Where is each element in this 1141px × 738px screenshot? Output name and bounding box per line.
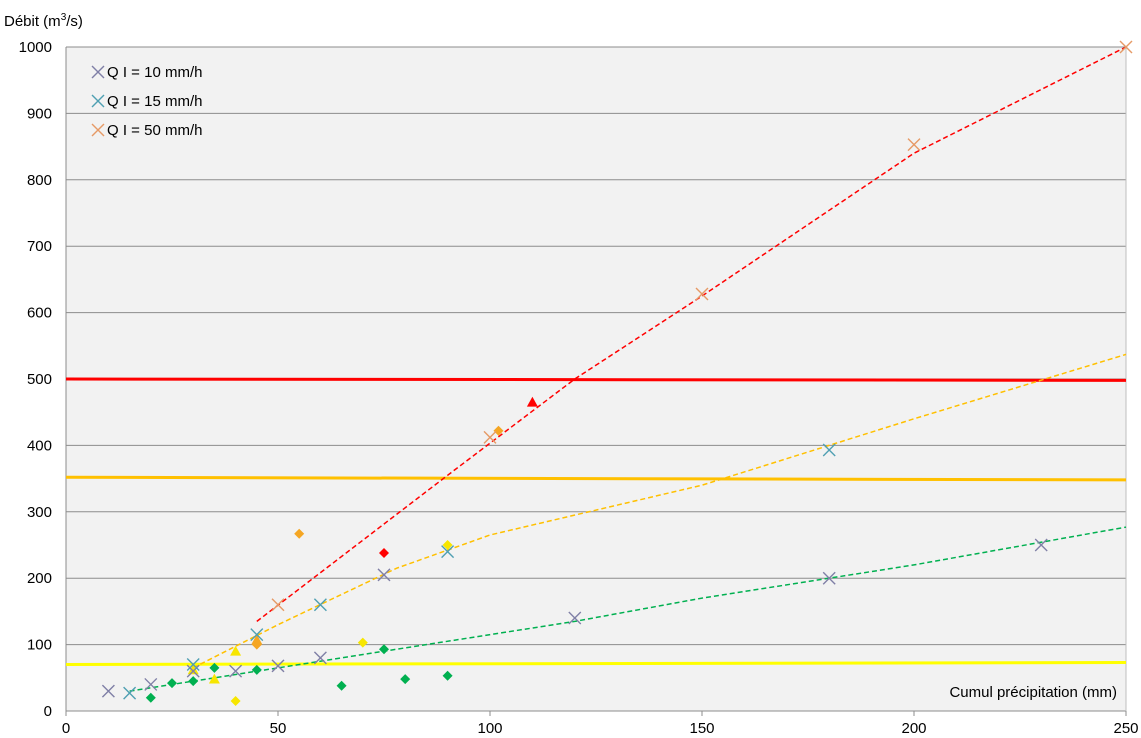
threshold-line-yellow: [65, 661, 1127, 667]
threshold-line-red: [65, 377, 1127, 382]
x-tick-labels: 0 50 100 150 200 250: [62, 720, 1139, 737]
legend: Q I = 10 mm/h Q I = 15 mm/h Q I = 50 mm/h: [91, 64, 202, 139]
diamond-marker-green: [209, 662, 220, 673]
x-tick-label-100: 100: [477, 720, 502, 737]
point-q10: [1034, 538, 1048, 552]
legend-marker-q10: [91, 65, 105, 79]
point-q15: [313, 598, 327, 612]
diamond-marker-yellow_marker: [230, 696, 241, 707]
legend-marker-q50: [91, 123, 105, 137]
triangle-marker-yellow_marker: [208, 673, 220, 684]
y-tick-label-200: 200: [27, 570, 52, 587]
y-tick-label-900: 900: [27, 105, 52, 122]
y-tick-label-1000: 1000: [19, 39, 52, 56]
y-tick-label-100: 100: [27, 637, 52, 654]
legend-label-q10: Q I = 10 mm/h: [107, 64, 202, 81]
x-axis-label: Cumul précipitation (mm): [949, 684, 1117, 701]
point-q15: [441, 545, 455, 559]
triangle-marker-orange_marker: [251, 634, 263, 645]
x-tick-label-0: 0: [62, 720, 70, 737]
y-tick-label-500: 500: [27, 371, 52, 388]
diamond-marker-green: [379, 644, 389, 655]
point-q15: [250, 628, 264, 642]
point-q10: [144, 677, 158, 691]
threshold-line-orange: [65, 475, 1127, 482]
grid-lines: [65, 46, 1127, 716]
y-tick-labels: 0 100 200 300 400 500 600 700 800 900 1000: [19, 39, 52, 720]
point-q50: [1119, 40, 1133, 54]
point-q50: [271, 598, 285, 612]
point-q15: [186, 658, 200, 672]
point-q50: [695, 287, 709, 301]
y-axis-label: Débit (m3/s): [4, 12, 83, 30]
diamond-marker-yellow_marker: [357, 637, 368, 648]
triangle-marker-yellow_marker: [230, 645, 242, 656]
diamond-marker-yellow_marker: [442, 540, 453, 550]
x-tick-label-200: 200: [901, 720, 926, 737]
point-q50: [483, 430, 497, 444]
y-tick-label-700: 700: [27, 238, 52, 255]
diamond-marker-green: [400, 674, 411, 685]
y-tick-label-300: 300: [27, 504, 52, 521]
diamond-marker-green: [251, 664, 262, 675]
legend-label-q15: Q I = 15 mm/h: [107, 93, 202, 110]
point-q10: [229, 664, 243, 678]
diamond-marker-green: [336, 680, 347, 691]
point-q10: [377, 568, 391, 582]
x-tick-label-150: 150: [689, 720, 714, 737]
legend-marker-q15: [91, 94, 105, 108]
y-tick-label-800: 800: [27, 172, 52, 189]
triangle-marker-red: [526, 396, 538, 407]
y-tick-label-600: 600: [27, 305, 52, 322]
legend-label-q50: Q I = 50 mm/h: [107, 122, 202, 139]
point-q15: [822, 443, 836, 457]
point-q10: [271, 659, 285, 673]
threshold-lines: [65, 377, 1127, 667]
diamond-marker-orange_marker: [493, 425, 504, 436]
data-markers: [101, 40, 1133, 707]
point-q10: [822, 571, 836, 585]
diamond-marker-red: [379, 547, 389, 558]
diamond-marker-green: [188, 676, 199, 687]
diamond-marker-orange_marker: [294, 528, 305, 539]
diamond-marker-green: [442, 670, 453, 681]
diamond-marker-green: [145, 692, 156, 703]
triangle-marker-yellow_marker: [187, 664, 199, 675]
y-tick-label-400: 400: [27, 437, 52, 454]
point-q50: [907, 138, 921, 152]
point-q10: [313, 651, 327, 665]
y-tick-label-0: 0: [44, 703, 52, 720]
point-q10: [101, 684, 115, 698]
diamond-marker-green: [167, 678, 177, 689]
point-q15: [123, 686, 137, 700]
point-q10: [186, 664, 200, 678]
x-tick-label-250: 250: [1113, 720, 1138, 737]
point-q10: [568, 611, 582, 625]
trend-line-red: [256, 46, 1127, 622]
x-tick-label-50: 50: [270, 720, 287, 737]
